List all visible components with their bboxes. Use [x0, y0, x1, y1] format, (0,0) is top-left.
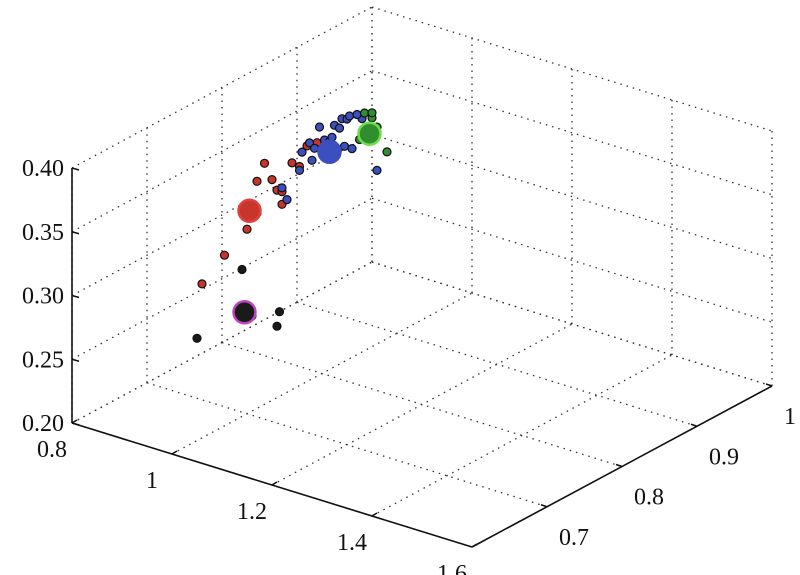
- x-tick-mark: [471, 543, 478, 548]
- data-point: [359, 108, 370, 118]
- data-point: [339, 141, 350, 151]
- data-point: [307, 155, 317, 165]
- x-tick-mark: [371, 512, 378, 517]
- y-tick-mark: [690, 423, 698, 428]
- data-point: [282, 195, 292, 205]
- x-tick-label: 1: [146, 468, 158, 494]
- grid-line-wall-z: [71, 133, 373, 297]
- data-point: [334, 123, 345, 133]
- x-tick-label: 0.8: [37, 437, 67, 463]
- centroid-point: [357, 121, 382, 146]
- y-tick-label: 0.7: [559, 525, 589, 551]
- data-point: [382, 147, 392, 157]
- grid-line-wall-z: [71, 70, 373, 233]
- grid-line-floor-y: [221, 341, 623, 468]
- data-point: [237, 264, 247, 275]
- grid-line-floor-y: [296, 301, 698, 427]
- y-tick-label: 0.9: [709, 444, 739, 470]
- centroid-point: [317, 139, 342, 165]
- x-tick-mark: [271, 481, 278, 486]
- data-point: [314, 122, 325, 132]
- z-tick-label: 0.30: [22, 284, 64, 310]
- data-point: [294, 165, 305, 175]
- x-tick-label: 1.6: [437, 561, 467, 575]
- grid-line-floor-x: [371, 354, 673, 517]
- grid-line-wall-z2: [371, 261, 773, 387]
- tick-labels: 0.20 0.25 0.30 0.35 0.40 0.8 1 1.2 1.4 1.6 0.7 0.8 0…: [22, 156, 796, 575]
- data-point: [219, 250, 230, 260]
- z-tick-mark: [71, 294, 80, 299]
- grid-line-wall-z: [71, 197, 373, 360]
- grid-line-wall-z2: [371, 70, 773, 196]
- data-point: [272, 321, 282, 331]
- z-tick-label: 0.25: [22, 347, 64, 373]
- grid-layer: [71, 6, 773, 548]
- grid-line-wall-z2: [371, 133, 773, 260]
- data-point: [352, 109, 362, 120]
- x-tick-mark: [171, 450, 178, 455]
- data-point: [344, 111, 355, 121]
- data-point: [192, 333, 202, 343]
- z-tick-label: 0.40: [22, 156, 64, 182]
- data-point: [372, 165, 382, 175]
- x-tick-label: 1.2: [237, 499, 267, 525]
- data-point: [274, 307, 285, 317]
- data-point: [259, 158, 270, 168]
- grid-line-wall-z: [71, 6, 373, 169]
- data-points: [192, 108, 392, 343]
- data-point: [367, 108, 377, 118]
- y-tick-mark: [540, 503, 548, 508]
- y-tick-label: 0.8: [634, 485, 664, 511]
- x-tick-mark: [71, 419, 78, 424]
- centroid-point: [237, 198, 262, 224]
- z-tick-mark: [71, 422, 80, 426]
- y-tick-label: 1: [784, 404, 796, 430]
- grid-line-wall-z: [71, 261, 373, 424]
- data-point: [277, 183, 287, 193]
- grid-line-wall-z2: [371, 6, 773, 132]
- data-point: [197, 279, 207, 289]
- z-tick-mark: [71, 358, 80, 363]
- data-point: [242, 224, 252, 234]
- data-point: [297, 147, 307, 157]
- z-tick-mark: [71, 230, 80, 235]
- data-point: [267, 175, 277, 185]
- z-tick-mark: [71, 167, 80, 171]
- y-tick-mark: [615, 463, 623, 468]
- y-tick-mark: [765, 383, 773, 387]
- data-point: [347, 144, 357, 154]
- grid-line-wall-z2: [371, 197, 773, 323]
- z-tick-label: 0.20: [22, 411, 64, 437]
- z-tick-label: 0.35: [22, 220, 64, 246]
- axes-layer: [71, 167, 773, 548]
- data-point: [252, 176, 262, 186]
- x-tick-label: 1.4: [337, 530, 367, 556]
- centroid-point: [232, 300, 257, 325]
- grid-line-floor-y: [146, 382, 548, 508]
- data-point: [287, 158, 297, 168]
